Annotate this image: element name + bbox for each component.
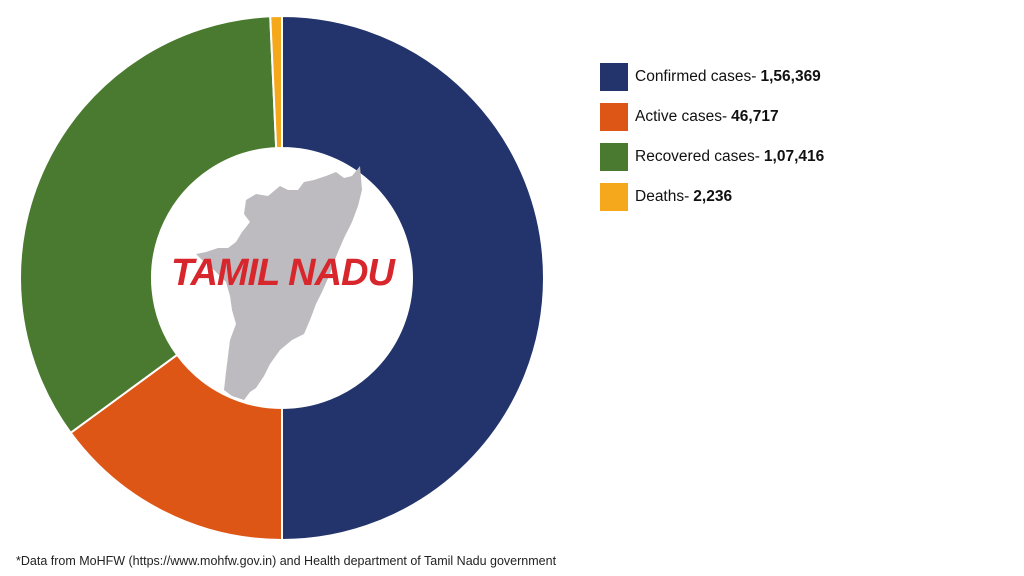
legend-value: 2,236 [693,188,733,205]
legend-label: Recovered cases- [635,148,760,165]
legend-item-recovered: Recovered cases- 1,07,416 [600,143,824,171]
legend-label: Deaths- [635,188,690,205]
legend-label: Confirmed cases- [635,68,757,85]
legend-swatch-recovered [600,143,628,171]
legend-value: 46,717 [731,108,779,125]
legend-item-deaths: Deaths- 2,236 [600,183,824,211]
legend-value: 1,56,369 [760,68,821,85]
legend-swatch-deaths [600,183,628,211]
donut-slices [19,14,545,542]
legend-item-active: Active cases- 46,717 [600,103,824,131]
legend: Confirmed cases- 1,56,369 Active cases- … [600,63,824,223]
slice-confirmed [281,14,545,542]
legend-value: 1,07,416 [763,148,825,165]
legend-label: Active cases- [635,108,728,125]
chart-center-title: TAMIL NADU [171,252,395,294]
slice-recovered [19,15,278,435]
slice-active [69,353,283,542]
slice-deaths [269,14,283,150]
legend-swatch-active [600,103,628,131]
legend-item-confirmed: Confirmed cases- 1,56,369 [600,63,824,91]
legend-swatch-confirmed [600,63,628,91]
footnote-source: *Data from MoHFW (https://www.mohfw.gov.… [16,554,557,568]
tamil-nadu-map-shape [196,166,362,400]
